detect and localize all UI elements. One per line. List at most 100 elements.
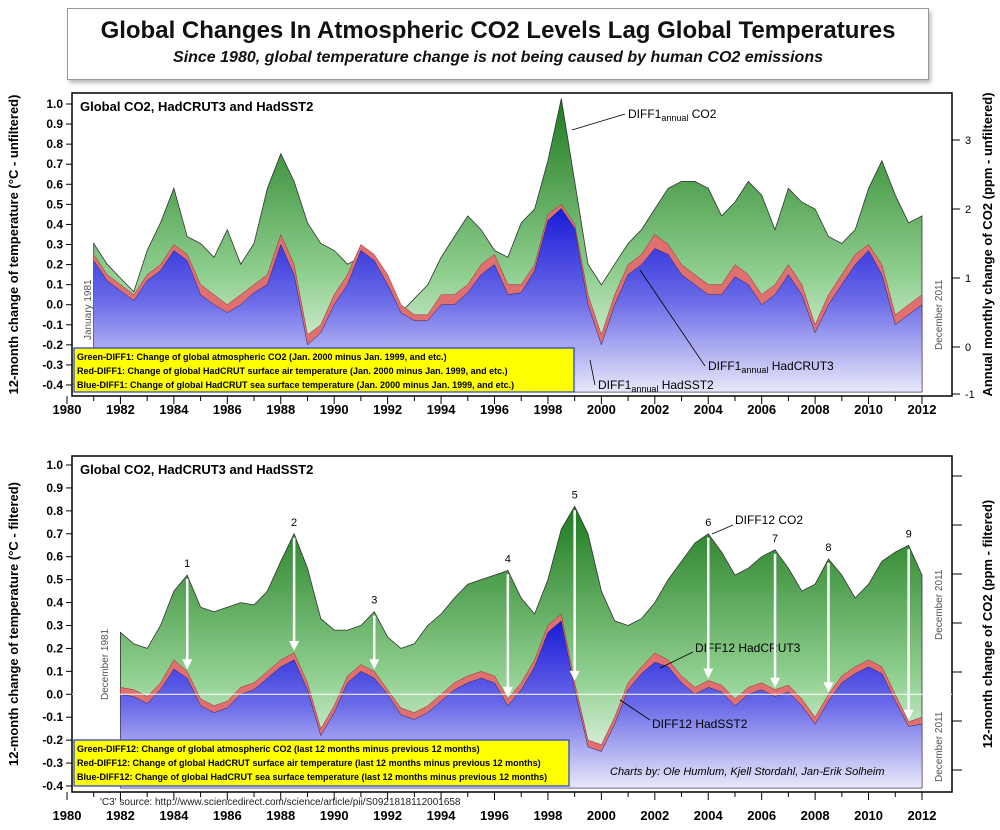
y-tick-label: 0.0 <box>46 687 63 701</box>
annotation-leader <box>711 524 734 535</box>
y-tick-label: 0.4 <box>46 596 63 610</box>
x-tick-label: 1988 <box>266 402 295 417</box>
legend-entry: Blue-DIFF12: Change of global HadCRUT se… <box>77 772 547 782</box>
x-tick-label: 1996 <box>480 808 509 823</box>
x-tick-label: 2012 <box>908 808 937 823</box>
x-tick-label: 1990 <box>320 808 349 823</box>
peak-label: 3 <box>371 595 377 607</box>
x-tick-label: 2002 <box>640 808 669 823</box>
y-tick-label: 0.2 <box>46 641 63 655</box>
y-tick-label: -0.4 <box>42 779 63 793</box>
y-tick-label: 0.1 <box>46 278 63 292</box>
peak-label: 2 <box>291 517 297 529</box>
x-tick-label: 1984 <box>159 402 189 417</box>
x-tick-label: 1988 <box>266 808 295 823</box>
peak-arrow-head <box>903 709 914 720</box>
annotation-suffix: HadCRUT3 <box>768 359 834 373</box>
x-tick-label: 1986 <box>213 402 242 417</box>
y-tick-label: -0.2 <box>42 733 63 747</box>
legend-entry: Red-DIFF12: Change of global HadCRUT sur… <box>77 758 541 768</box>
panel-title: Global CO2, HadCRUT3 and HadSST2 <box>80 462 313 477</box>
peak-arrow-head <box>569 670 580 681</box>
annotation-leader <box>619 699 651 721</box>
peak-arrow-head <box>770 677 781 688</box>
chart-subtitle: Since 1980, global temperature change is… <box>173 49 823 66</box>
annotation-suffix: CO2 <box>688 107 716 121</box>
chart-panel-1: -0.4 -0.3 -0.2 -0.1 0.0 0.1 0.2 0.3 0.4 0.5 0.6 0.7… <box>6 92 995 417</box>
legend-entry: Blue-DIFF1: Change of global HadCRUT sea… <box>77 380 514 390</box>
x-tick-label: 2006 <box>747 402 776 417</box>
y-tick-label: 0.9 <box>46 481 63 495</box>
y-tick-label: 0.3 <box>46 619 63 633</box>
peak-arrow-head <box>369 659 380 670</box>
y-tick-label: -0.1 <box>42 318 63 332</box>
chart-panel-2: -0.4 -0.3 -0.2 -0.1 0.0 0.1 0.2 0.3 0.4 0.5 0.6 0.7… <box>6 455 995 823</box>
x-tick-label: 1992 <box>373 808 402 823</box>
x-tick-label: 1986 <box>213 808 242 823</box>
x-tick-label: 1990 <box>320 402 349 417</box>
legend-entry: Red-DIFF1: Change of global HadCRUT surf… <box>77 366 508 376</box>
x-tick-label: 1996 <box>480 402 509 417</box>
y-tick-label: -0.3 <box>42 756 63 770</box>
peak-arrow-head <box>182 659 193 670</box>
x-tick-label: 2004 <box>694 808 724 823</box>
x-tick-label: 2012 <box>908 402 937 417</box>
x-tick-label: 1980 <box>53 808 82 823</box>
y-tick-label: 0.0 <box>46 298 63 312</box>
panel-title: Global CO2, HadCRUT3 and HadSST2 <box>80 99 313 114</box>
title-box: Global Changes In Atmospheric CO2 Levels… <box>67 8 929 80</box>
credits: Charts by: Ole Humlum, Kjell Stordahl, J… <box>610 766 884 778</box>
start-label: December 1981 <box>100 628 111 700</box>
peak-label: 8 <box>825 542 831 554</box>
x-tick-label: 1994 <box>427 808 457 823</box>
y-tick-label: 0.4 <box>46 217 63 231</box>
y-tick-label: 0.7 <box>46 527 63 541</box>
peak-label: 1 <box>184 558 190 570</box>
y-axis-right-label: 12-month change of CO2 (ppm - filtered) <box>980 500 995 748</box>
y-right-tick-label: 0 <box>965 342 971 354</box>
x-tick-label: 2010 <box>854 402 883 417</box>
annotation-suffix: HadSST2 <box>658 378 714 392</box>
x-tick-label: 2004 <box>694 402 724 417</box>
annotation-leader <box>639 269 706 367</box>
y-tick-label: -0.1 <box>42 710 63 724</box>
x-tick-label: 1998 <box>533 402 562 417</box>
annotation-sub: annual <box>661 113 688 123</box>
legend-box <box>73 347 575 393</box>
annotation-main: DIFF1 <box>628 107 662 121</box>
legend-entry: Green-DIFF1: Change of global atmospheri… <box>77 352 447 362</box>
y-right-tick-label: 1 <box>965 273 971 285</box>
y-tick-label: -0.4 <box>42 378 63 392</box>
x-tick-label: 1984 <box>159 808 189 823</box>
x-tick-label: 1980 <box>53 402 82 417</box>
x-tick-label: 1982 <box>106 808 135 823</box>
annotation-sub: annual <box>631 384 658 394</box>
annotation-co2: DIFF12 CO2 <box>735 513 803 527</box>
annotation-main: DIFF1 <box>598 378 632 392</box>
y-tick-label: 0.5 <box>46 197 63 211</box>
y-right-tick-label: 2 <box>965 204 971 216</box>
annotation-leader <box>571 113 626 131</box>
end-label: December 2011 <box>934 569 945 640</box>
x-tick-label: 2000 <box>587 402 616 417</box>
peak-label: 7 <box>772 533 778 545</box>
y-tick-label: 0.5 <box>46 573 63 587</box>
x-tick-label: 2002 <box>640 402 669 417</box>
y-right-tick-label: -1 <box>965 389 975 401</box>
y-tick-label: -0.2 <box>42 338 63 352</box>
y-right-tick-label: 3 <box>965 135 971 147</box>
y-tick-label: 0.7 <box>46 157 63 171</box>
x-tick-label: 1998 <box>533 808 562 823</box>
peak-arrow-head <box>289 641 300 652</box>
x-tick-label: 1992 <box>373 402 402 417</box>
start-label: January 1981 <box>83 279 94 340</box>
peak-arrow-head <box>703 668 714 679</box>
x-tick-label: 1982 <box>106 402 135 417</box>
y-tick-label: 0.6 <box>46 177 63 191</box>
series-hadsst2-area <box>93 208 923 393</box>
y-axis-label: 12-month change of temperature (°C - unf… <box>6 95 21 395</box>
x-tick-label: 1994 <box>427 402 457 417</box>
y-tick-label: -0.3 <box>42 358 63 372</box>
